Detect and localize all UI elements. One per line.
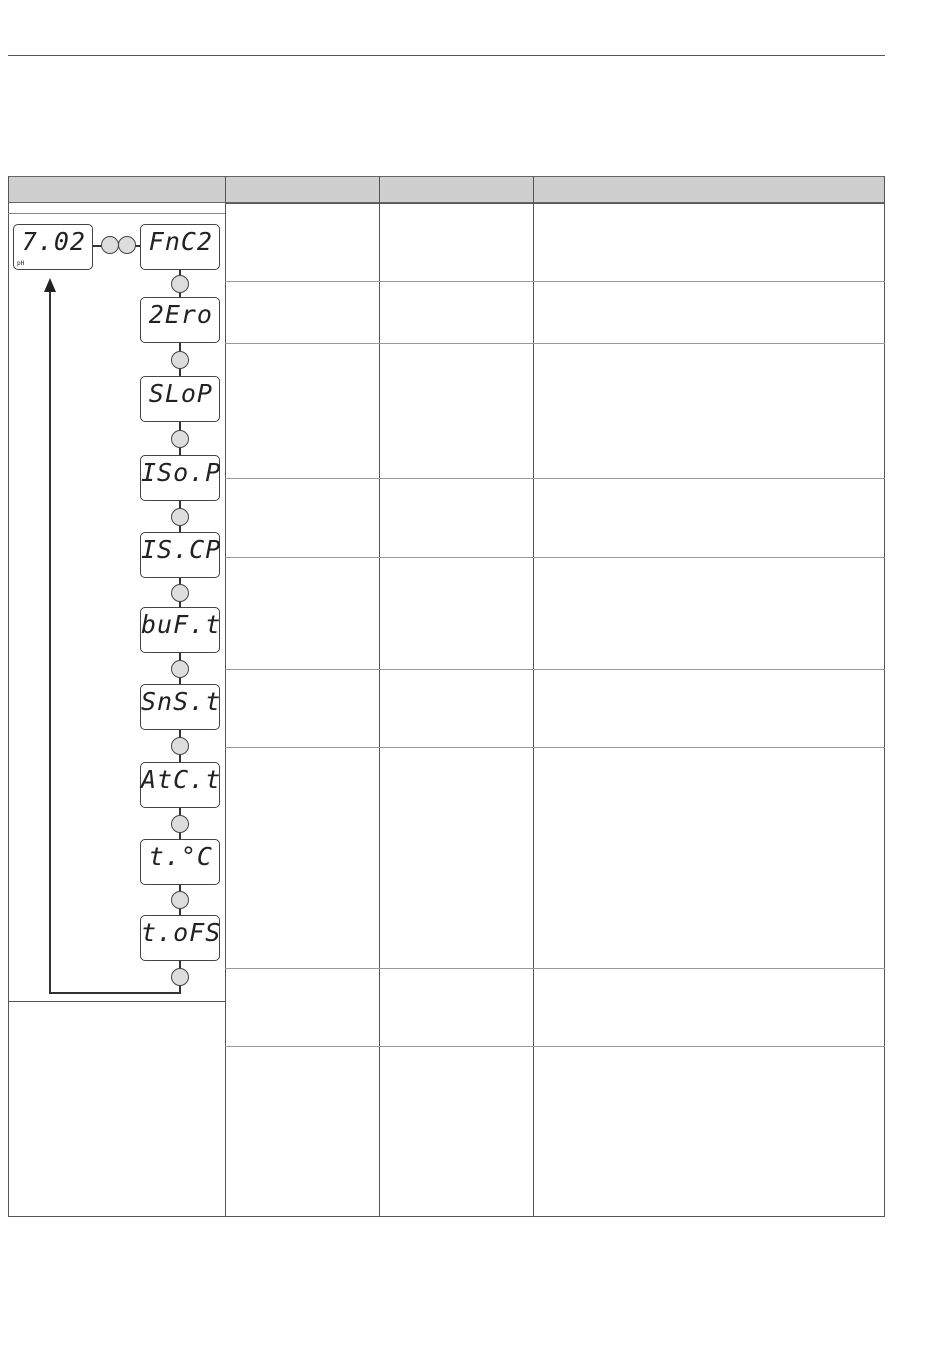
table-row-line: [225, 478, 885, 479]
button-circle: [171, 737, 189, 755]
button-circle: [171, 507, 189, 526]
table-column-line: [884, 176, 885, 1217]
return-line: [50, 992, 181, 994]
button-circle: [171, 968, 189, 986]
menu-display-0: FnC2: [140, 224, 220, 270]
table-row-line: [225, 968, 885, 969]
table-row-line: [225, 557, 885, 558]
table-row-line: [225, 669, 885, 670]
menu-display-1: 2Ero: [140, 297, 220, 343]
table-header: [8, 176, 885, 203]
button-circle: [171, 659, 189, 678]
menu-display-9: t.oFS: [140, 915, 220, 961]
table-row-line: [225, 281, 885, 282]
arrow-up-icon: [44, 278, 56, 292]
table-column-line: [533, 176, 534, 1217]
table-column-line: [225, 176, 226, 1217]
menu-display-4: IS.CP: [140, 532, 220, 578]
menu-display-5: buF.t: [140, 607, 220, 653]
table-bottom-line: [8, 1216, 885, 1217]
diagram-box-bottom: [8, 1001, 225, 1002]
return-line: [49, 290, 51, 994]
button-circle: [101, 236, 119, 254]
button-circle: [171, 350, 189, 369]
table-column-line: [379, 176, 380, 1217]
table-row-line: [225, 203, 885, 204]
table-row-line: [225, 1046, 885, 1047]
button-circle: [171, 891, 189, 909]
table-column-line: [8, 176, 9, 1217]
display-value: 7.02: [21, 227, 86, 256]
menu-display-7: AtC.t: [140, 762, 220, 808]
table-row-line: [225, 343, 885, 344]
diagram-box-top: [8, 213, 225, 214]
button-circle: [118, 236, 136, 254]
menu-display-8: t.°C: [140, 839, 220, 885]
table-row-line: [225, 747, 885, 748]
button-circle: [171, 583, 189, 602]
button-circle: [171, 429, 189, 448]
header-rule: [8, 55, 885, 56]
button-circle: [171, 274, 189, 293]
display-unit: pH: [17, 260, 25, 267]
menu-display-3: ISo.P: [140, 455, 220, 501]
menu-display-2: SLoP: [140, 376, 220, 422]
menu-display-6: SnS.t: [140, 684, 220, 730]
button-circle: [171, 814, 189, 833]
main-display: 7.02 pH: [13, 224, 93, 270]
